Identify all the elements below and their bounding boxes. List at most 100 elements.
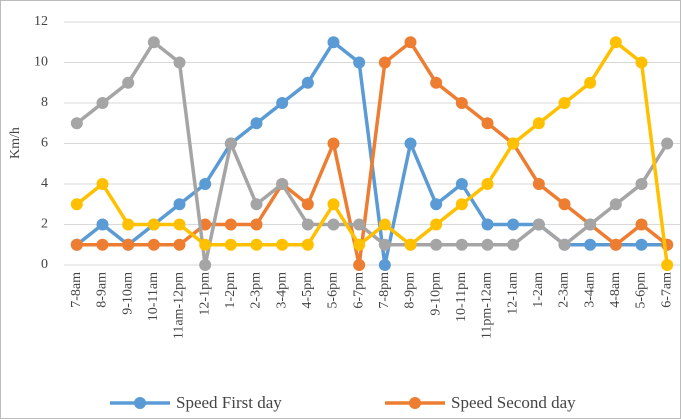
series-marker — [584, 238, 597, 251]
x-tick-label: 6-7am — [659, 272, 674, 308]
series-marker — [455, 238, 468, 251]
y-tick-label: 8 — [41, 95, 48, 110]
series-marker — [173, 218, 186, 231]
series-marker — [455, 178, 468, 190]
x-tick-label: 7-8pm — [377, 272, 392, 309]
series-marker — [224, 137, 237, 150]
series-marker — [558, 198, 571, 211]
series-marker — [378, 238, 391, 251]
series-marker — [147, 36, 160, 49]
x-tick-label: 5-6pm — [326, 272, 341, 309]
series-marker — [173, 198, 186, 211]
series-marker — [584, 218, 597, 231]
y-tick-label: 10 — [34, 55, 48, 70]
x-tick-label: 3-4am — [582, 272, 597, 308]
series-marker — [301, 76, 314, 89]
x-tick-label: 12-1am — [505, 272, 520, 315]
series-marker — [327, 218, 340, 231]
series-marker — [635, 218, 648, 231]
series-marker — [301, 198, 314, 211]
x-tick-label: 1-2pm — [223, 272, 238, 309]
series-marker — [301, 238, 314, 251]
series-marker — [481, 178, 494, 190]
series-marker — [507, 218, 520, 231]
series-marker — [532, 117, 545, 130]
x-tick-label: 1-2am — [531, 272, 546, 308]
series-marker — [327, 36, 340, 49]
x-tick-label: 8-9am — [95, 272, 110, 308]
series-marker — [609, 198, 622, 211]
series-marker — [173, 56, 186, 69]
y-tick-label: 12 — [34, 14, 48, 29]
series-marker — [122, 76, 135, 89]
series-marker — [70, 238, 83, 251]
series-marker — [199, 238, 212, 251]
series-marker — [507, 137, 520, 150]
y-tick-label: 2 — [41, 217, 48, 232]
series-marker — [96, 238, 109, 251]
series-marker — [70, 117, 83, 130]
series-marker — [250, 218, 263, 231]
series-marker — [455, 97, 468, 109]
x-tick-label: 4-8am — [608, 272, 623, 308]
x-tick-label: 8-9pm — [403, 272, 418, 309]
series-marker — [147, 238, 160, 251]
series-marker — [353, 259, 366, 271]
legend-label: Speed First day — [176, 393, 282, 412]
series-marker — [455, 198, 468, 211]
x-tick-label: 11pm-12am — [480, 272, 495, 339]
x-tick-label: 2-3am — [557, 272, 572, 308]
x-tick-label: 9-10am — [120, 272, 135, 315]
series-marker — [404, 36, 417, 49]
series-marker — [558, 97, 571, 109]
series-marker — [224, 238, 237, 251]
legend-marker — [409, 397, 421, 409]
series-marker — [635, 178, 648, 190]
series-marker — [173, 238, 186, 251]
series-marker — [430, 218, 443, 231]
y-axis-label: Km/h — [8, 127, 23, 159]
y-tick-label: 6 — [41, 136, 48, 151]
series-marker — [430, 198, 443, 211]
x-tick-label: 11am-12pm — [172, 272, 187, 339]
series-marker — [224, 218, 237, 231]
x-tick-label: 4-5pm — [300, 272, 315, 309]
series-marker — [70, 198, 83, 211]
y-tick-label: 0 — [41, 257, 48, 272]
series-marker — [276, 178, 289, 190]
x-tick-label: 3-4pm — [274, 272, 289, 309]
series-marker — [609, 36, 622, 49]
series-marker — [430, 238, 443, 251]
x-tick-label: 5-6pm — [634, 272, 649, 309]
series-marker — [507, 238, 520, 251]
series-marker — [378, 259, 391, 271]
series-marker — [558, 238, 571, 251]
series-marker — [481, 218, 494, 231]
legend-marker — [134, 397, 146, 409]
series-marker — [532, 218, 545, 231]
series-marker — [635, 238, 648, 251]
series-marker — [199, 259, 212, 271]
series-marker — [404, 137, 417, 150]
x-tick-label: 6-7pm — [351, 272, 366, 309]
series-marker — [250, 198, 263, 211]
x-tick-label: 7-8am — [69, 272, 84, 308]
x-tick-label: 9-10pm — [428, 272, 443, 316]
series-marker — [327, 198, 340, 211]
series-marker — [250, 117, 263, 130]
series-marker — [96, 218, 109, 231]
series-marker — [122, 238, 135, 251]
series-marker — [481, 117, 494, 130]
series-marker — [199, 178, 212, 190]
x-tick-label: 2-3pm — [249, 272, 264, 309]
series-marker — [661, 137, 674, 150]
series-marker — [276, 97, 289, 109]
series-marker — [481, 238, 494, 251]
y-tick-label: 4 — [41, 176, 48, 191]
series-marker — [584, 76, 597, 89]
series-marker — [276, 238, 289, 251]
x-tick-label: 10-11pm — [454, 272, 469, 322]
series-marker — [96, 97, 109, 109]
